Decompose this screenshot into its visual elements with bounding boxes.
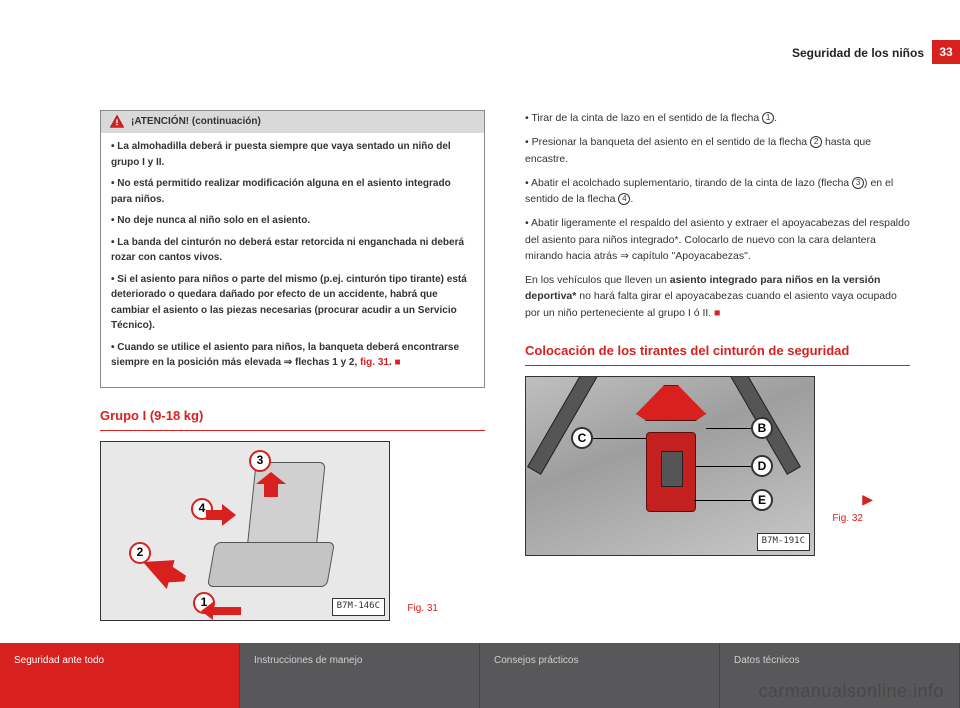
warning-p2: • No está permitido realizar modificació… [111,176,474,207]
warning-p1: • La almohadilla deberá ir puesta siempr… [111,139,474,170]
right-p1-b: . [774,112,777,124]
end-square-icon-2: ■ [714,307,720,319]
warning-p6-ref: fig. 31 [360,357,389,368]
callout-C: C [571,427,593,449]
right-p1: • Tirar de la cinta de lazo en el sentid… [525,110,910,126]
figure-31-label: Fig. 31 [407,601,438,617]
warning-p5: • Si el asiento para niños o parte del m… [111,272,474,334]
callout-3: 3 [249,450,271,472]
right-p2: • Presionar la banqueta del asiento en e… [525,134,910,167]
figure-32: B C D E B7M-191C [525,376,815,556]
right-p3-c: . [630,193,633,205]
circle-3-icon: 3 [852,177,864,189]
footer-tab-seguridad[interactable]: Seguridad ante todo [0,643,240,708]
right-p2-a: • Presionar la banqueta del asiento en e… [525,136,810,148]
group1-heading: Grupo I (9-18 kg) [100,406,485,426]
warning-header-text: ¡ATENCIÓN! (continuación) [131,114,261,130]
figure-31-code: B7M-146C [332,598,385,616]
footer-tab-instrucciones[interactable]: Instrucciones de manejo [240,643,480,708]
buckle-slot [661,451,683,487]
warning-p6-a: • Cuando se utilice el asiento para niño… [111,342,459,369]
footer-tab-consejos[interactable]: Consejos prácticos [480,643,720,708]
end-square-icon: ■ [395,357,401,368]
lead-D [696,466,751,467]
heading-rule-2 [525,365,910,366]
figure-32-code: B7M-191C [757,533,810,551]
right-p1-a: • Tirar de la cinta de lazo en el sentid… [525,112,762,124]
lead-B [706,428,751,429]
warning-p6-b: . [389,357,392,368]
right-p5-b: no hará falta girar el apoyacabezas cuan… [525,290,897,318]
callout-E: E [751,489,773,511]
belts-heading: Colocación de los tirantes del cinturón … [525,341,910,361]
circle-2-icon: 2 [810,136,822,148]
right-column: • Tirar de la cinta de lazo en el sentid… [525,110,910,618]
right-p5: En los vehículos que lleven un asiento i… [525,272,910,321]
continue-arrow-icon: ▶ [862,489,873,511]
content-area: ¡ATENCIÓN! (continuación) • La almohadil… [100,110,910,618]
left-column: ¡ATENCIÓN! (continuación) • La almohadil… [100,110,485,618]
header-section-title: Seguridad de los niños [792,46,924,60]
figure-32-label: Fig. 32 [832,511,863,527]
arrow-2-icon [141,557,191,597]
right-p5-a: En los vehículos que lleven un [525,274,670,286]
right-p4: • Abatir ligeramente el respaldo del asi… [525,215,910,264]
seat-base-shape [207,542,335,587]
page-number: 33 [932,40,960,64]
arrow-4-icon [206,504,236,526]
warning-p3: • No deje nunca al niño solo en el asien… [111,213,474,229]
warning-body: • La almohadilla deberá ir puesta siempr… [101,133,484,387]
warning-header: ¡ATENCIÓN! (continuación) [101,111,484,133]
page: Seguridad de los niños 33 ¡ATENCIÓN! (co… [0,0,960,708]
warning-p6: • Cuando se utilice el asiento para niño… [111,340,474,371]
warning-icon [109,114,125,130]
warning-p4: • La banda del cinturón no deberá estar … [111,235,474,266]
lead-E [694,500,751,501]
right-p3: • Abatir el acolchado suplementario, tir… [525,175,910,208]
arrow-3-icon [256,472,286,497]
callout-B: B [751,417,773,439]
warning-box: ¡ATENCIÓN! (continuación) • La almohadil… [100,110,485,388]
circle-4-icon: 4 [618,193,630,205]
lead-C [593,438,646,439]
buckle [646,432,696,512]
callout-D: D [751,455,773,477]
watermark: carmanualsonline.info [758,681,944,702]
heading-rule [100,430,485,431]
arrow-1-icon [201,602,241,620]
circle-1-icon: 1 [762,112,774,124]
right-p3-a: • Abatir el acolchado suplementario, tir… [525,177,852,189]
figure-31: 1 2 3 4 B [100,441,390,621]
